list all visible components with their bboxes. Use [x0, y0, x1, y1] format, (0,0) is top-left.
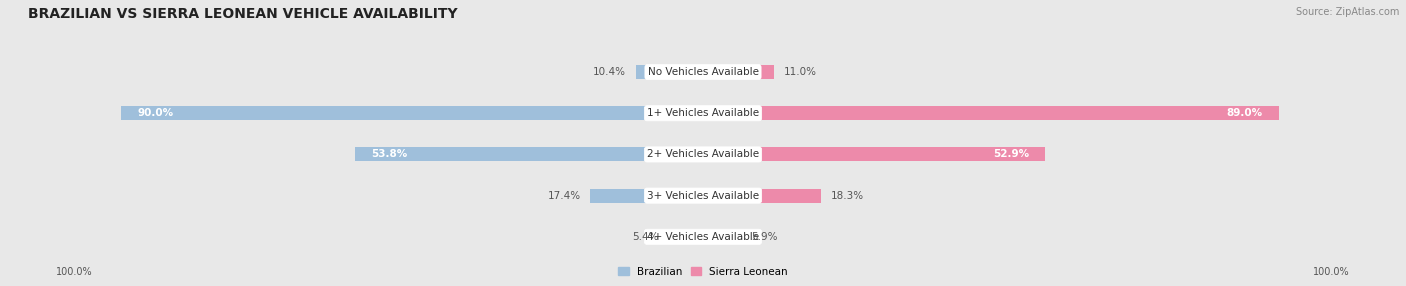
Text: 18.3%: 18.3% — [831, 191, 865, 200]
Bar — [591, 189, 703, 202]
Text: 1+ Vehicles Available: 1+ Vehicles Available — [647, 108, 759, 118]
Text: 11.0%: 11.0% — [785, 67, 817, 77]
Bar — [703, 148, 1045, 161]
Text: 53.8%: 53.8% — [371, 150, 408, 159]
Legend: Brazilian, Sierra Leonean: Brazilian, Sierra Leonean — [614, 263, 792, 281]
Text: 3+ Vehicles Available: 3+ Vehicles Available — [647, 191, 759, 200]
Text: 10.4%: 10.4% — [593, 67, 626, 77]
Bar — [703, 230, 741, 244]
Bar — [703, 106, 1278, 120]
Text: No Vehicles Available: No Vehicles Available — [648, 67, 758, 77]
Text: BRAZILIAN VS SIERRA LEONEAN VEHICLE AVAILABILITY: BRAZILIAN VS SIERRA LEONEAN VEHICLE AVAI… — [28, 7, 458, 21]
Text: 90.0%: 90.0% — [138, 108, 173, 118]
Bar — [703, 65, 775, 79]
Text: Source: ZipAtlas.com: Source: ZipAtlas.com — [1295, 7, 1399, 17]
Text: 17.4%: 17.4% — [548, 191, 581, 200]
Text: 100.0%: 100.0% — [56, 267, 93, 277]
Bar — [703, 189, 821, 202]
Text: 52.9%: 52.9% — [993, 150, 1029, 159]
Text: 100.0%: 100.0% — [1313, 267, 1350, 277]
Bar — [636, 65, 703, 79]
Bar — [356, 148, 703, 161]
Bar — [668, 230, 703, 244]
Text: 5.4%: 5.4% — [631, 232, 658, 242]
Text: 2+ Vehicles Available: 2+ Vehicles Available — [647, 150, 759, 159]
Text: 89.0%: 89.0% — [1226, 108, 1263, 118]
Text: 4+ Vehicles Available: 4+ Vehicles Available — [647, 232, 759, 242]
Text: 5.9%: 5.9% — [751, 232, 778, 242]
Bar — [121, 106, 703, 120]
